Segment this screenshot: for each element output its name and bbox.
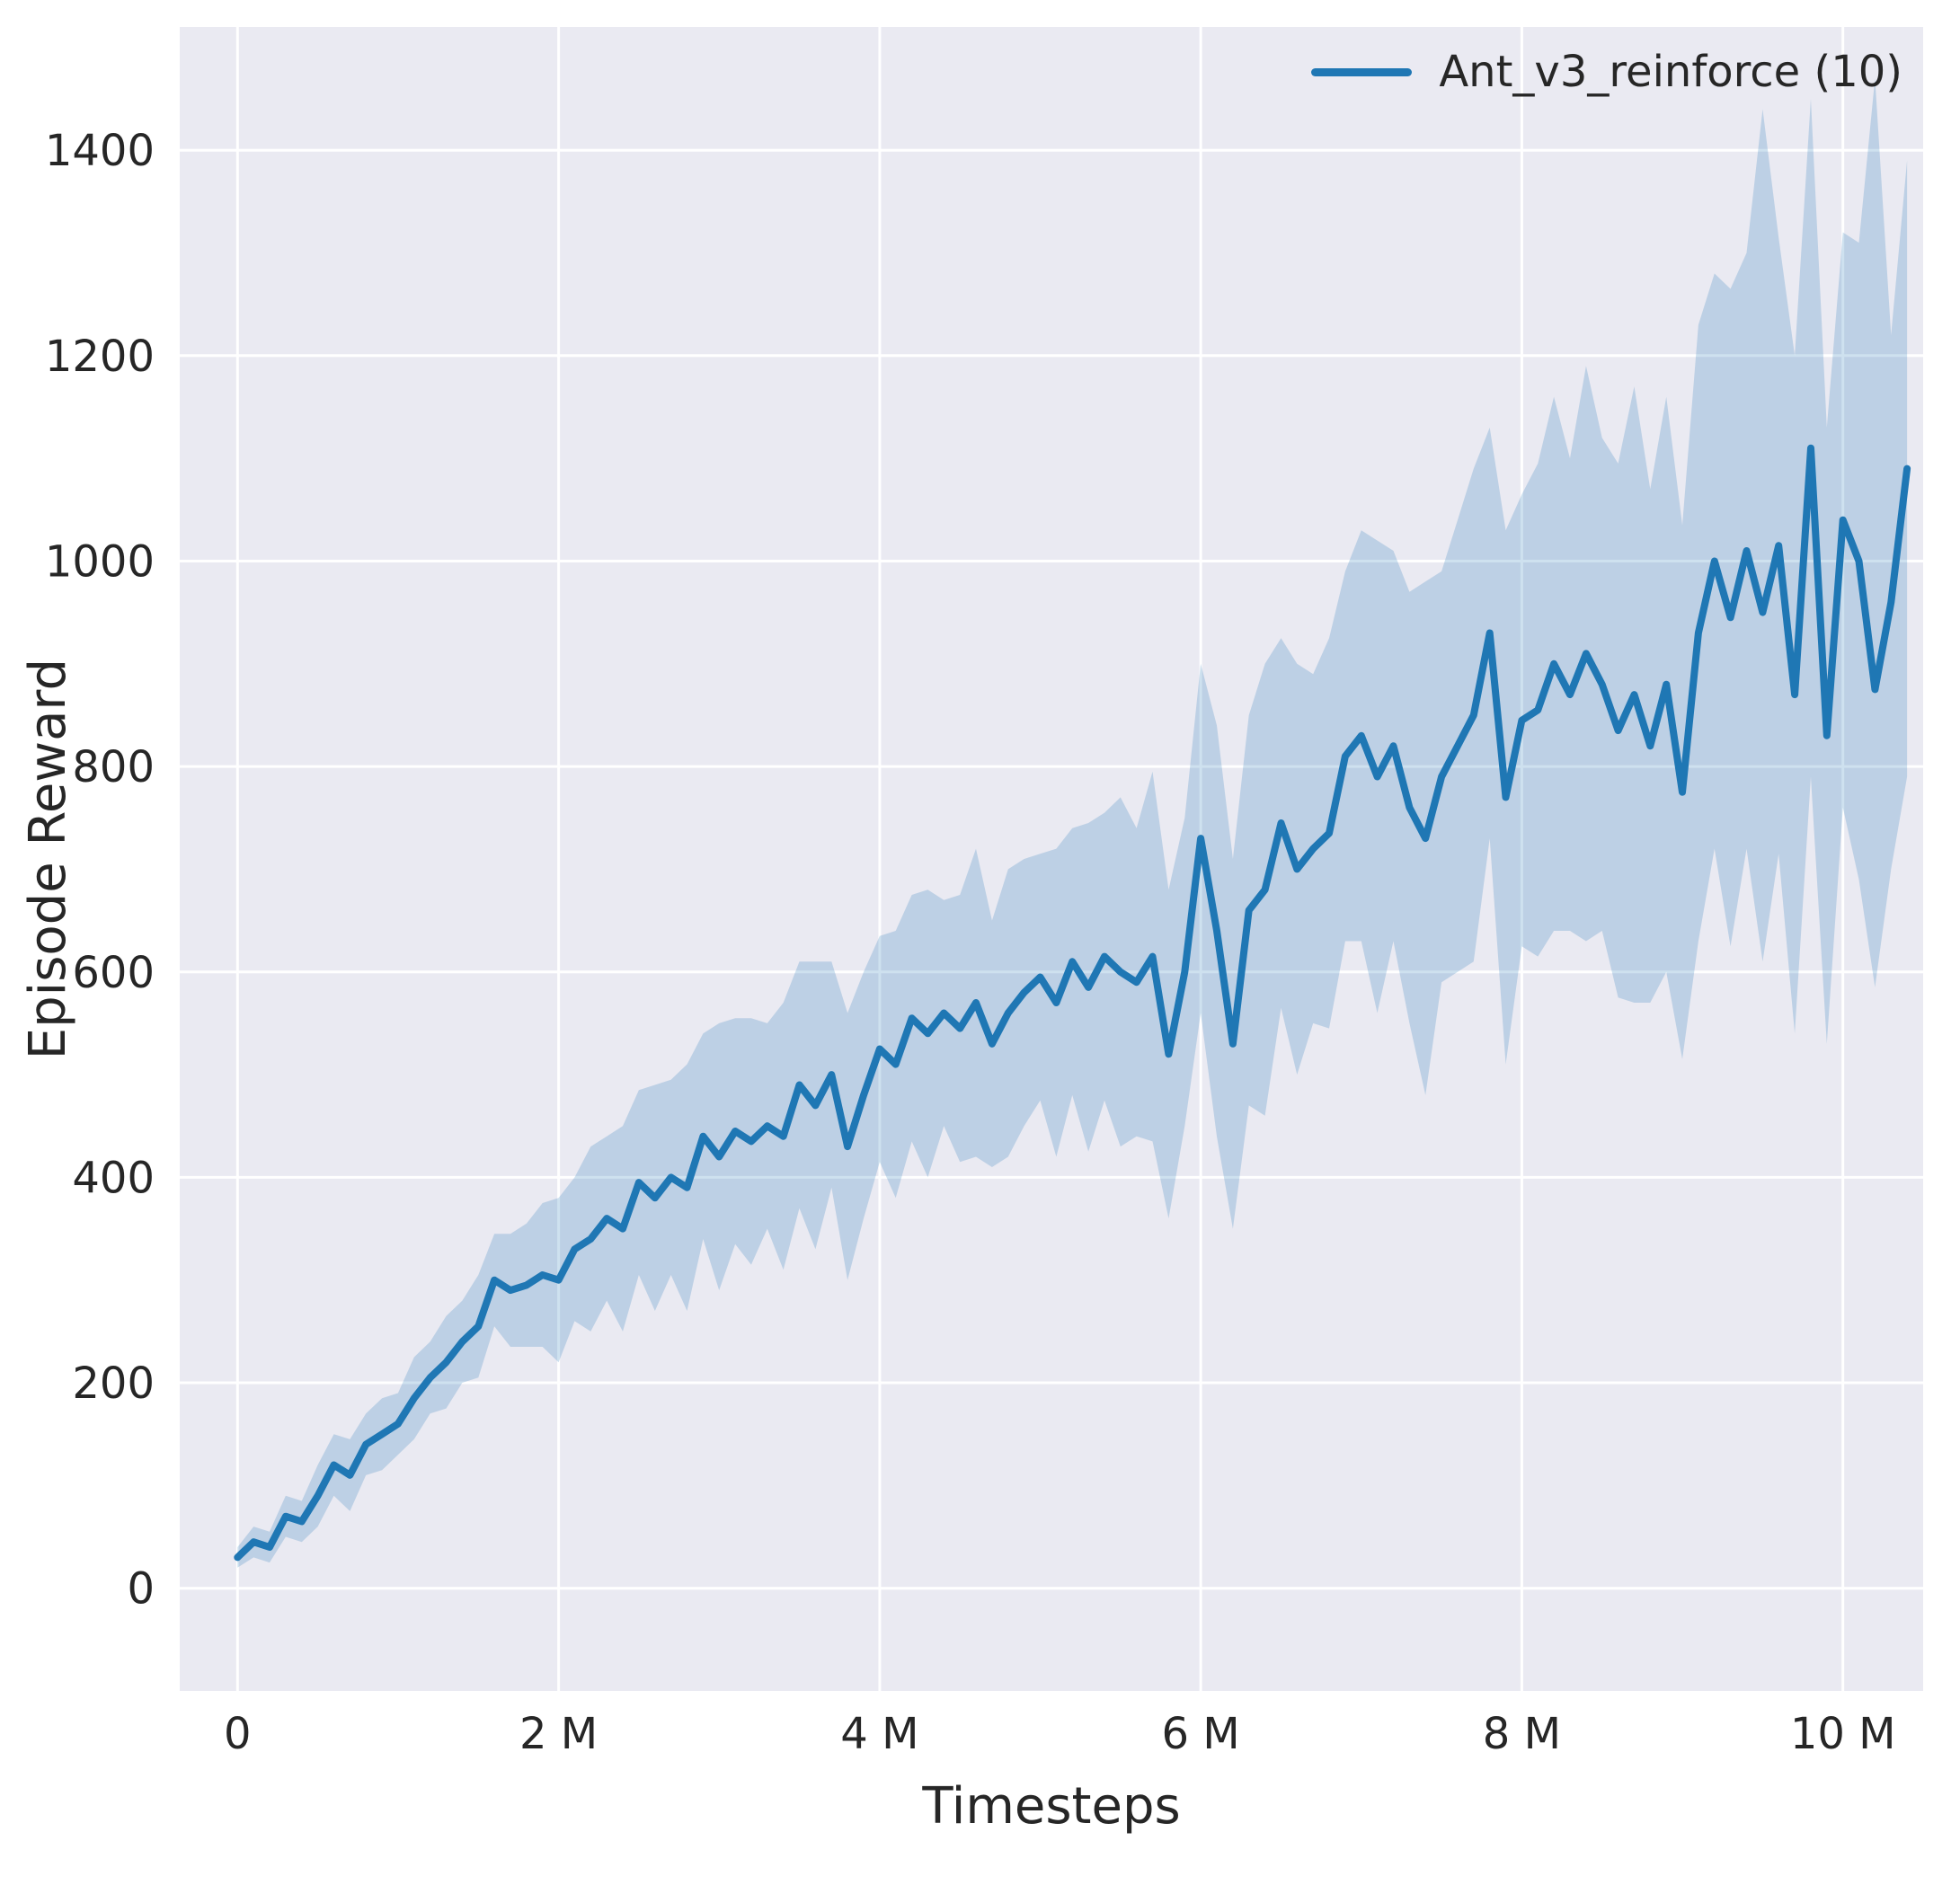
y-axis-label: Episode Reward xyxy=(18,658,77,1060)
y-tick-label: 0 xyxy=(127,1564,155,1615)
y-tick-label: 200 xyxy=(72,1358,155,1409)
legend: Ant_v3_reinforce (10) xyxy=(1311,47,1902,97)
x-tick-label: 6 M xyxy=(1161,1709,1239,1759)
x-tick-label: 0 xyxy=(224,1709,252,1759)
x-tick-label: 10 M xyxy=(1790,1709,1896,1759)
x-tick-label: 2 M xyxy=(519,1709,598,1759)
mean-line xyxy=(234,444,1911,1562)
legend-line-swatch xyxy=(1311,67,1413,76)
y-tick-label: 800 xyxy=(72,742,155,792)
y-tick-label: 1200 xyxy=(45,332,155,382)
y-tick-label: 600 xyxy=(72,948,155,998)
y-axis-label-wrap: Episode Reward xyxy=(16,27,79,1691)
y-tick-label: 400 xyxy=(72,1153,155,1203)
y-tick-label: 1000 xyxy=(45,537,155,588)
x-tick-label: 4 M xyxy=(840,1709,918,1759)
x-tick-label: 8 M xyxy=(1483,1709,1561,1759)
y-tick-label: 1400 xyxy=(45,126,155,176)
x-axis-label: Timesteps xyxy=(922,1777,1181,1836)
legend-label: Ant_v3_reinforce (10) xyxy=(1439,47,1902,97)
plot-panel xyxy=(180,27,1923,1691)
